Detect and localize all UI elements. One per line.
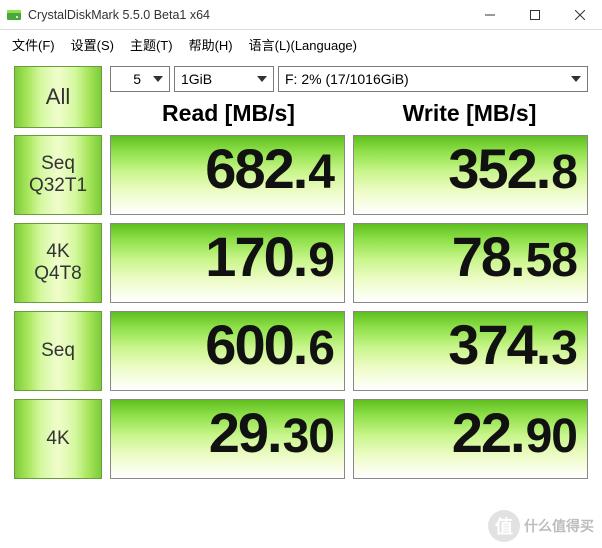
run-all-button[interactable]: All bbox=[14, 66, 102, 128]
test-button-4k-q4t8[interactable]: 4K Q4T8 bbox=[14, 223, 102, 303]
value-dot: . bbox=[536, 136, 552, 201]
value-dot: . bbox=[536, 312, 552, 377]
minimize-button[interactable] bbox=[467, 0, 512, 29]
value-minor: 58 bbox=[526, 233, 577, 288]
read-header: Read [MB/s] bbox=[110, 96, 347, 129]
close-icon bbox=[575, 10, 585, 20]
test-label-line: Q32T1 bbox=[29, 175, 87, 197]
minimize-icon bbox=[485, 10, 495, 20]
value-minor: 90 bbox=[526, 409, 577, 464]
value-major: 22 bbox=[452, 400, 510, 465]
read-value-cell: 170.9 bbox=[110, 223, 345, 303]
read-value-cell: 600.6 bbox=[110, 311, 345, 391]
value-major: 352 bbox=[448, 136, 535, 201]
value-major: 170 bbox=[205, 224, 292, 289]
maximize-button[interactable] bbox=[512, 0, 557, 29]
value-minor: 30 bbox=[283, 409, 334, 464]
test-label-line: 4K bbox=[46, 241, 69, 263]
value-major: 29 bbox=[209, 400, 267, 465]
app-icon bbox=[6, 7, 22, 23]
value-major: 600 bbox=[205, 312, 292, 377]
value-dot: . bbox=[293, 312, 309, 377]
read-value-cell: 29.30 bbox=[110, 399, 345, 479]
result-row: 4K Q4T8 170.9 78.58 bbox=[14, 223, 588, 303]
watermark-icon: 值 bbox=[488, 510, 520, 542]
value-minor: 9 bbox=[308, 233, 334, 288]
test-label-line: 4K bbox=[46, 428, 69, 450]
window-title: CrystalDiskMark 5.5.0 Beta1 x64 bbox=[28, 8, 467, 22]
value-dot: . bbox=[267, 400, 283, 465]
test-button-4k[interactable]: 4K bbox=[14, 399, 102, 479]
test-label-line: Q4T8 bbox=[34, 263, 82, 285]
menubar: 文件(F) 设置(S) 主题(T) 帮助(H) 语言(L)(Language) bbox=[0, 30, 602, 58]
results-grid: Seq Q32T1 682.4 352.8 4K Q4T8 170.9 78.5… bbox=[14, 135, 588, 479]
menu-settings[interactable]: 设置(S) bbox=[63, 32, 122, 57]
write-header: Write [MB/s] bbox=[351, 96, 588, 129]
value-dot: . bbox=[510, 224, 526, 289]
value-major: 374 bbox=[448, 312, 535, 377]
test-button-seq[interactable]: Seq bbox=[14, 311, 102, 391]
value-minor: 6 bbox=[308, 321, 334, 376]
watermark-text: 什么值得买 bbox=[524, 516, 594, 536]
value-dot: . bbox=[293, 136, 309, 201]
result-row: 4K 29.30 22.90 bbox=[14, 399, 588, 479]
result-row: Seq Q32T1 682.4 352.8 bbox=[14, 135, 588, 215]
dropdowns-row: 5 1GiB F: 2% (17/1016GiB) bbox=[110, 66, 588, 92]
test-button-seq-q32t1[interactable]: Seq Q32T1 bbox=[14, 135, 102, 215]
column-headers: Read [MB/s] Write [MB/s] bbox=[110, 96, 588, 129]
read-value-cell: 682.4 bbox=[110, 135, 345, 215]
menu-language[interactable]: 语言(L)(Language) bbox=[241, 32, 365, 57]
window-controls bbox=[467, 0, 602, 29]
menu-theme[interactable]: 主题(T) bbox=[122, 32, 181, 57]
write-value-cell: 374.3 bbox=[353, 311, 588, 391]
value-minor: 3 bbox=[551, 321, 577, 376]
menu-file[interactable]: 文件(F) bbox=[4, 32, 63, 57]
maximize-icon bbox=[530, 10, 540, 20]
value-minor: 4 bbox=[308, 145, 334, 200]
titlebar: CrystalDiskMark 5.5.0 Beta1 x64 bbox=[0, 0, 602, 30]
content-area: All 5 1GiB F: 2% (17/1016GiB) Read [MB/s… bbox=[0, 58, 602, 487]
value-dot: . bbox=[510, 400, 526, 465]
value-dot: . bbox=[293, 224, 309, 289]
test-label-line: Seq bbox=[41, 153, 75, 175]
value-major: 682 bbox=[205, 136, 292, 201]
write-value-cell: 352.8 bbox=[353, 135, 588, 215]
write-value-cell: 78.58 bbox=[353, 223, 588, 303]
run-count-select[interactable]: 5 bbox=[110, 66, 170, 92]
test-label-line: Seq bbox=[41, 340, 75, 362]
close-button[interactable] bbox=[557, 0, 602, 29]
write-value-cell: 22.90 bbox=[353, 399, 588, 479]
test-size-select[interactable]: 1GiB bbox=[174, 66, 274, 92]
value-major: 78 bbox=[452, 224, 510, 289]
watermark: 值 什么值得买 bbox=[488, 510, 594, 542]
value-minor: 8 bbox=[551, 145, 577, 200]
menu-help[interactable]: 帮助(H) bbox=[181, 32, 241, 57]
drive-select[interactable]: F: 2% (17/1016GiB) bbox=[278, 66, 588, 92]
result-row: Seq 600.6 374.3 bbox=[14, 311, 588, 391]
